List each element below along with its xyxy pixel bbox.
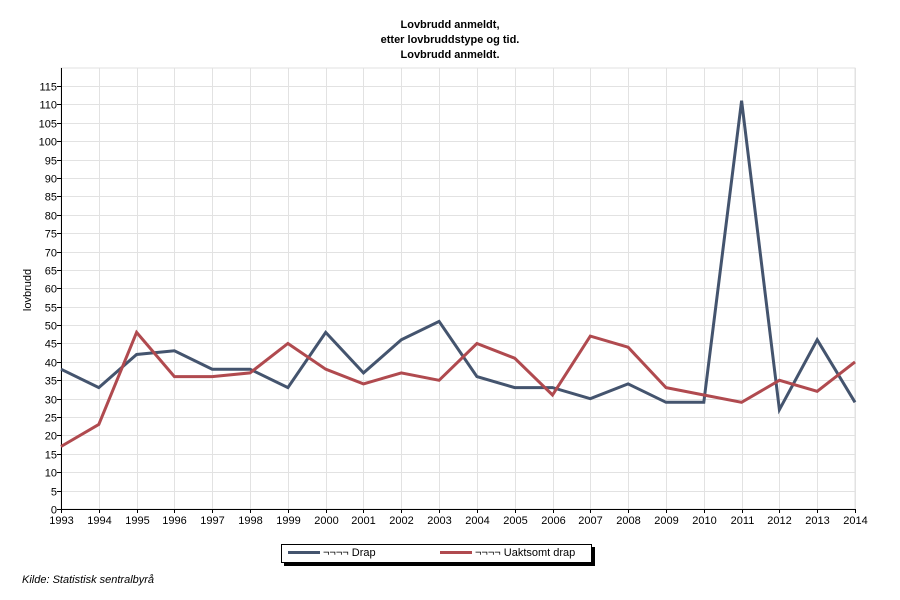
chart-title: Lovbrudd anmeldt, etter lovbruddstype og… [0, 18, 900, 63]
x-tick-label: 2001 [351, 515, 375, 527]
x-tick-label: 2013 [805, 515, 829, 527]
y-tick-label: 10 [45, 468, 57, 480]
x-tick-label: 2010 [692, 515, 716, 527]
y-tick-label: 0 [51, 505, 57, 517]
y-tick-label: 90 [45, 174, 57, 186]
series-line-uaktsomt-drap [60, 329, 856, 448]
y-tick-label: 35 [45, 376, 57, 388]
x-tick-label: 1994 [87, 515, 111, 527]
line-chart: 0 5 10 15 20 25 30 35 40 45 50 55 60 65 70 75 80 85 90 95 10… [22, 67, 868, 527]
y-tick-label: 70 [45, 248, 57, 260]
chart-title-line-2: etter lovbruddstype og tid. [380, 34, 520, 46]
y-tick-label: 80 [45, 211, 57, 223]
y-tick-label: 25 [45, 413, 57, 425]
x-tick-label: 2008 [616, 515, 640, 527]
x-tick-label: 2005 [503, 515, 527, 527]
y-tick-label: 45 [45, 339, 57, 351]
series-lines [60, 100, 857, 448]
x-tick-label: 1995 [125, 515, 149, 527]
x-tick-label: 2007 [578, 515, 602, 527]
x-tick-label: 2014 [843, 515, 867, 527]
y-tick-label: 110 [39, 100, 57, 112]
x-tick-label: 1998 [238, 515, 262, 527]
legend-item-uaktsomt-drap: ¬¬¬¬ Uaktsomt drap [440, 545, 575, 562]
y-tick-label: 60 [45, 284, 57, 296]
y-tick-label: 100 [39, 137, 57, 149]
legend-swatch-uaktsomt-drap [440, 550, 472, 554]
y-tick-label: 20 [45, 431, 57, 443]
x-tick-label: 2002 [389, 515, 413, 527]
x-tick-label: 2009 [654, 515, 678, 527]
axes: 0 5 10 15 20 25 30 35 40 45 50 55 60 65 70 75 80 85 90 95 10… [39, 68, 868, 527]
legend: ¬¬¬¬ Drap ¬¬¬¬ Uaktsomt drap [281, 544, 592, 563]
legend-label-uaktsomt-drap: ¬¬¬¬ Uaktsomt drap [475, 547, 576, 559]
y-axis-label: lovbrudd [22, 269, 34, 311]
x-tick-label: 2000 [314, 515, 338, 527]
x-tick-label: 1996 [162, 515, 186, 527]
x-tick-label: 1993 [49, 515, 73, 527]
x-tick-label: 1997 [200, 515, 224, 527]
y-tick-label: 105 [39, 119, 57, 131]
x-tick-label: 2003 [427, 515, 451, 527]
chart-title-line-1: Lovbrudd anmeldt, [400, 19, 500, 31]
y-tick-label: 115 [39, 82, 57, 94]
x-tick-label: 2011 [731, 515, 755, 527]
y-tick-label: 85 [45, 192, 57, 204]
series-line-drap [60, 100, 857, 415]
y-tick-label: 15 [45, 450, 57, 462]
x-tick-label: 2006 [541, 515, 565, 527]
y-tick-label: 75 [45, 229, 57, 241]
y-tick-label: 95 [45, 156, 57, 168]
legend-label-drap: ¬¬¬¬ Drap [323, 547, 376, 559]
x-tick-label: 2012 [767, 515, 791, 527]
y-tick-label: 40 [45, 358, 57, 370]
x-tick-label: 1999 [276, 515, 300, 527]
legend-item-drap: ¬¬¬¬ Drap [288, 545, 376, 562]
legend-swatch-drap [288, 550, 320, 554]
y-tick-label: 55 [45, 303, 57, 315]
chart-title-line-3: Lovbrudd anmeldt. [400, 49, 500, 61]
x-tick-label: 2004 [465, 515, 489, 527]
y-tick-label: 50 [45, 321, 57, 333]
y-tick-label: 30 [45, 395, 57, 407]
y-tick-label: 65 [45, 266, 57, 278]
source-note: Kilde: Statistisk sentralbyrå [22, 574, 155, 586]
y-tick-label: 5 [51, 487, 57, 499]
